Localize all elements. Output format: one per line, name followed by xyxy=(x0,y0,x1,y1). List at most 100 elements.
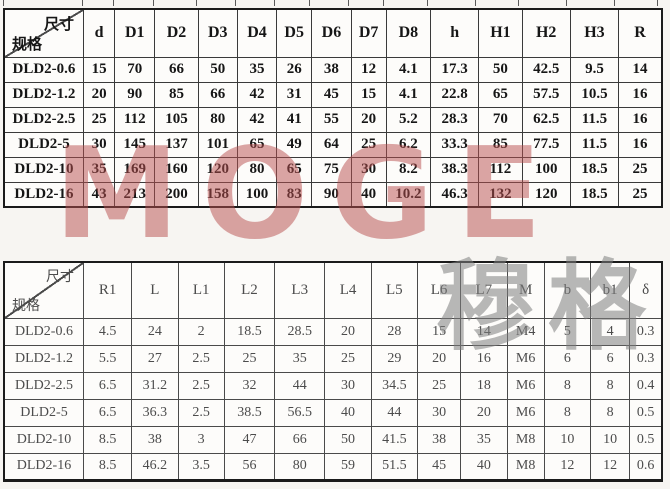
cell: 137 xyxy=(154,131,199,158)
cell: 6.5 xyxy=(82,371,133,400)
cell: 4.5 xyxy=(82,317,133,346)
cell: 15 xyxy=(82,56,116,83)
row-label: DLD2-16 xyxy=(3,452,84,481)
corner-label-spec: 规格 xyxy=(12,36,43,53)
cell: 10.5 xyxy=(569,81,620,108)
cell: 28.3 xyxy=(430,106,480,133)
cell: 15 xyxy=(350,81,387,108)
cell: 18.5 xyxy=(223,317,276,346)
column-header: L4 xyxy=(324,261,372,319)
column-header: h xyxy=(430,8,480,58)
tick-mark xyxy=(657,0,658,6)
cell: 12 xyxy=(350,56,387,83)
cell: 62.5 xyxy=(521,106,571,133)
table-row: DLD2-16 8.5 46.2 3.5 56 80 59 51.5 45 40 M8 12 12 0.6 xyxy=(3,452,663,481)
cell: 65 xyxy=(478,81,523,108)
cell: 18.5 xyxy=(569,181,620,208)
cell: 77.5 xyxy=(521,131,571,158)
cell: 17.3 xyxy=(430,56,480,83)
cell: 35 xyxy=(236,56,278,83)
cell: M8 xyxy=(506,452,545,481)
cell: 20 xyxy=(416,344,462,373)
cell: 100 xyxy=(521,156,571,183)
cell: M4 xyxy=(506,317,545,346)
column-header: D5 xyxy=(276,8,313,58)
cell: 2.5 xyxy=(177,344,225,373)
corner-label-size: 尺寸 xyxy=(43,17,74,33)
cell: 24 xyxy=(131,317,179,346)
cell: 66 xyxy=(197,81,238,108)
row-label: DLD2-2.5 xyxy=(3,371,84,400)
cell: 6 xyxy=(543,344,592,373)
cell: 5.2 xyxy=(385,106,432,133)
corner-label-size: 尺寸 xyxy=(45,270,74,285)
cell: 8.5 xyxy=(82,425,133,454)
tick-mark xyxy=(82,0,83,6)
column-header: δ xyxy=(629,261,663,319)
cell: 105 xyxy=(154,106,199,133)
cell: 33.3 xyxy=(430,131,480,158)
cell: 51.5 xyxy=(370,452,418,481)
row-label: DLD2-1.2 xyxy=(3,344,84,373)
cell: 0.4 xyxy=(629,371,663,400)
tick-mark xyxy=(113,0,114,6)
corner-cell: 尺寸 规格 xyxy=(3,8,84,58)
cell: 132 xyxy=(478,181,523,208)
row-label: DLD2-10 xyxy=(3,425,84,454)
cropped-row-ticks xyxy=(3,0,663,6)
cell: 38 xyxy=(131,425,179,454)
row-label: DLD2-10 xyxy=(3,156,84,183)
row-label: DLD2-5 xyxy=(3,398,84,427)
cell: 46.3 xyxy=(430,181,480,208)
tick-mark xyxy=(427,0,428,6)
cell: 20 xyxy=(350,106,387,133)
table-body: DLD2-0.6 15 70 66 50 35 26 38 12 4.1 17.3 50 42.5 9.5… xyxy=(3,56,663,208)
cell: 28.5 xyxy=(274,317,326,346)
table-row: DLD2-5 6.5 36.3 2.5 38.5 56.5 40 44 30 20 M6 8 8 0.5 xyxy=(3,398,663,427)
column-header: D7 xyxy=(350,8,387,58)
table-row: DLD2-5 30 145 137 101 65 49 64 25 6.2 33.3 85 77.5 11… xyxy=(3,131,663,158)
tick-mark xyxy=(614,0,615,6)
column-header: b xyxy=(543,261,592,319)
cell: 40 xyxy=(324,398,372,427)
cell: 10 xyxy=(543,425,592,454)
cell: 31.2 xyxy=(131,371,179,400)
cell: 40 xyxy=(460,452,508,481)
tick-mark xyxy=(475,0,476,6)
cell: 5.5 xyxy=(82,344,133,373)
cell: 16 xyxy=(618,81,663,108)
cell: 75 xyxy=(311,156,352,183)
cell: 85 xyxy=(154,81,199,108)
cell: 57.5 xyxy=(521,81,571,108)
column-header: H1 xyxy=(478,8,523,58)
cell: 2.5 xyxy=(177,398,225,427)
column-header: D1 xyxy=(114,8,156,58)
cell: 41.5 xyxy=(370,425,418,454)
cell: 100 xyxy=(236,181,278,208)
cell: 38 xyxy=(416,425,462,454)
cell: 10 xyxy=(589,425,631,454)
cell: 8.2 xyxy=(385,156,432,183)
cell: M8 xyxy=(506,425,545,454)
cell: 8 xyxy=(543,398,592,427)
cell: 2.5 xyxy=(177,371,225,400)
cell: 213 xyxy=(114,181,156,208)
cell: 14 xyxy=(460,317,508,346)
column-header: L6 xyxy=(416,261,462,319)
cell: 25 xyxy=(618,181,663,208)
cell: 10.2 xyxy=(385,181,432,208)
cell: M6 xyxy=(506,344,545,373)
row-label: DLD2-0.6 xyxy=(3,56,84,83)
cell: 80 xyxy=(236,156,278,183)
cell: 15 xyxy=(416,317,462,346)
cell: 66 xyxy=(154,56,199,83)
cell: 45 xyxy=(416,452,462,481)
cell: 25 xyxy=(82,106,116,133)
table-row: DLD2-10 8.5 38 3 47 66 50 41.5 38 35 M8 10 10 0.5 xyxy=(3,425,663,454)
column-header: D6 xyxy=(311,8,352,58)
cell: 120 xyxy=(197,156,238,183)
column-header: R1 xyxy=(82,261,133,319)
cell: M6 xyxy=(506,398,545,427)
cell: 45 xyxy=(311,81,352,108)
cell: 3 xyxy=(177,425,225,454)
